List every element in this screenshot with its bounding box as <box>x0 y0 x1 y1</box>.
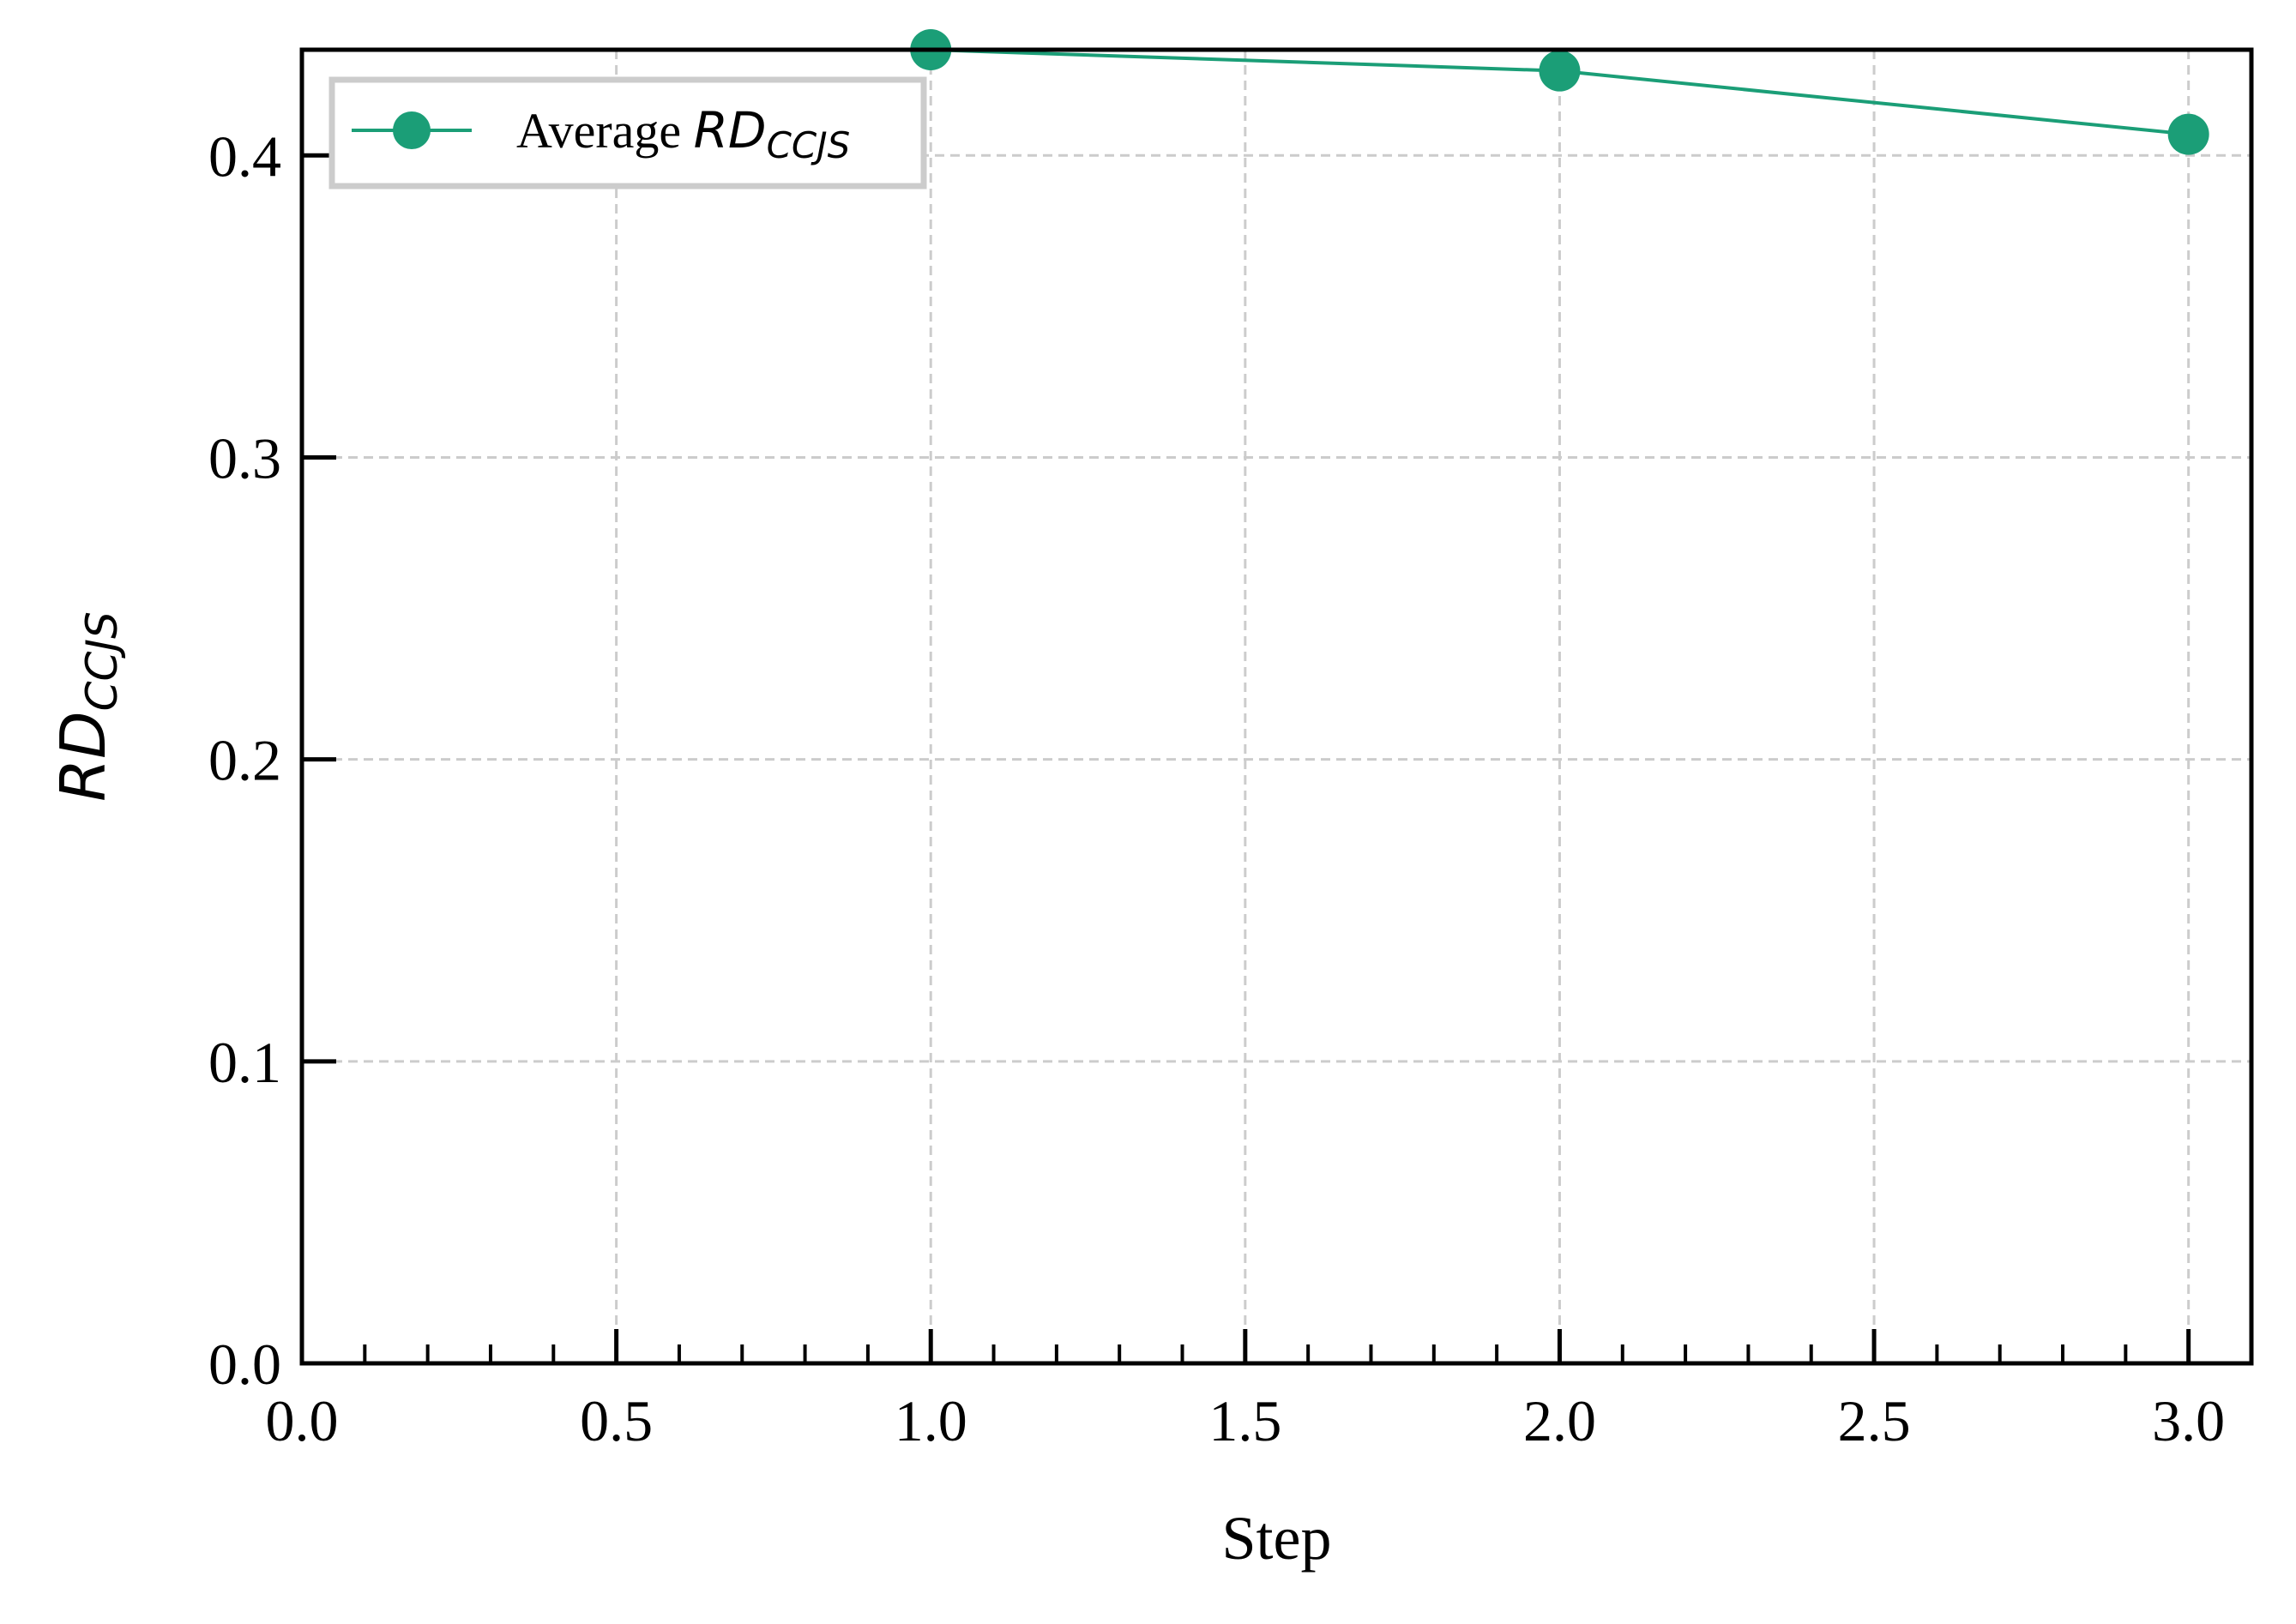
tick-labels-layer: 0.0 0.5 1.0 1.5 2.0 2.5 3.0 0.0 0.1 0.2 0.3 0.4 <box>208 123 2225 1453</box>
ticks-layer <box>299 153 2191 1366</box>
legend-box <box>328 76 927 189</box>
y-tick-label: 0.2 <box>208 728 281 793</box>
y-tick-label: 0.0 <box>208 1332 281 1397</box>
x-tick-label: 1.0 <box>895 1388 967 1453</box>
y-tick-label: 0.3 <box>208 425 281 490</box>
data-point <box>2167 113 2209 155</box>
y-axis-title-base: RD <box>47 711 119 801</box>
x-tick-label: 3.0 <box>2152 1388 2225 1453</box>
data-point <box>1539 50 1581 92</box>
legend-label-prefix: Average <box>516 103 694 159</box>
plot-frame <box>299 47 2254 1366</box>
legend-label-base: RD <box>694 101 767 159</box>
x-axis-title: Step <box>1221 1504 1331 1573</box>
y-axis-title-subscript: CCJS <box>77 611 127 711</box>
legend-label: Average RDCCJS <box>516 101 850 166</box>
y-tick-label: 0.4 <box>208 123 281 189</box>
grid-layer <box>302 50 2251 1363</box>
x-tick-label: 0.0 <box>266 1388 339 1453</box>
x-tick-label: 0.5 <box>580 1388 653 1453</box>
legend: Average RDCCJS <box>328 76 927 189</box>
y-tick-label: 0.1 <box>208 1030 281 1095</box>
x-tick-label: 1.5 <box>1208 1388 1281 1453</box>
x-tick-label: 2.0 <box>1523 1388 1596 1453</box>
y-axis-title: RDCCJS <box>47 611 127 802</box>
legend-label-subscript: CCJS <box>767 124 851 166</box>
legend-marker-sample <box>393 111 431 149</box>
x-tick-label: 2.5 <box>1838 1388 1911 1453</box>
